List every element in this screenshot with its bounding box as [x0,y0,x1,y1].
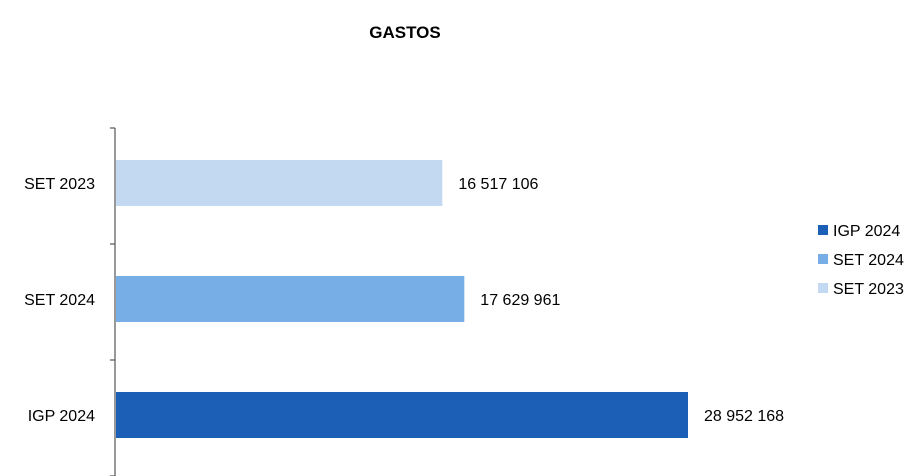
legend-swatch [818,283,828,293]
legend-label: IGP 2024 [833,223,900,240]
bar [116,276,465,322]
bar [116,160,443,206]
bar-value-label: 28 952 168 [704,408,784,425]
y-axis [110,127,116,476]
y-tick-label: IGP 2024 [28,408,95,425]
legend-swatch [818,225,828,235]
y-tick-label: SET 2024 [24,292,95,309]
legend: IGP 2024 SET 2024 SET 2023 [818,223,904,298]
bar-value-label: 16 517 106 [458,176,538,193]
y-tick-label: SET 2023 [24,176,95,193]
bars: SET 2023 16 517 106 SET 2024 17 629 961 IGP … [24,160,784,438]
legend-label: SET 2024 [833,252,904,269]
legend-swatch [818,254,828,264]
bar [116,392,688,438]
chart-title: GASTOS [369,23,440,42]
bar-value-label: 17 629 961 [480,292,560,309]
legend-label: SET 2023 [833,281,904,298]
